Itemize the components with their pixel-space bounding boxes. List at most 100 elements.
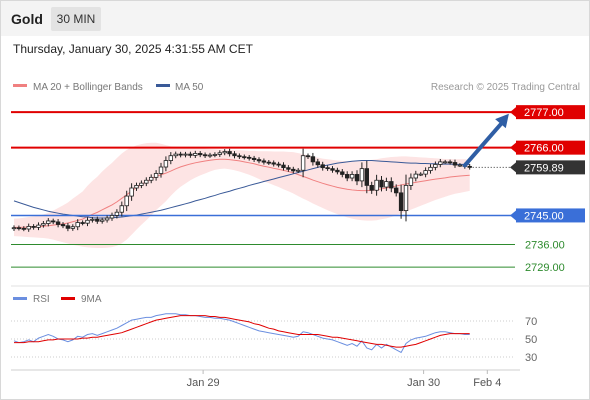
- x-tick-label: Jan 30: [407, 377, 440, 389]
- candle-down: [197, 153, 203, 156]
- candle-up: [100, 219, 105, 222]
- candle-up: [438, 161, 443, 165]
- candle-up: [104, 217, 110, 221]
- candle-down: [369, 185, 374, 191]
- candle-up: [153, 173, 159, 178]
- candle-up: [403, 185, 409, 211]
- candle-down: [51, 220, 56, 223]
- rsi-tick-label: 50: [525, 334, 537, 346]
- price-label-last: 2759.89: [524, 162, 564, 174]
- rsi-legend: RSI 9MA: [13, 294, 102, 305]
- candle-down: [21, 227, 26, 230]
- candle-down: [251, 157, 257, 160]
- price-label-box: [516, 208, 585, 223]
- candle-up: [144, 179, 149, 184]
- candle-up: [442, 161, 448, 164]
- candle-up: [295, 169, 301, 172]
- candle-down: [178, 153, 183, 156]
- price-label-pointer: [510, 142, 516, 153]
- candle-down: [379, 179, 384, 188]
- candlesticks: [11, 148, 472, 232]
- candle-up: [384, 181, 389, 188]
- target-arrow: [462, 113, 509, 168]
- candle-up: [457, 164, 463, 167]
- candle-up: [109, 215, 115, 219]
- price-levels: [11, 111, 515, 268]
- x-tick-label: Feb 4: [473, 377, 501, 389]
- price-label-target: 2729.00: [525, 262, 565, 274]
- price-label-box: [516, 160, 585, 175]
- candle-up: [41, 223, 46, 226]
- candle-down: [261, 160, 267, 163]
- x-axis: Jan 29 Jan 30 Feb 4: [187, 370, 501, 389]
- candle-up: [85, 219, 90, 224]
- candle-down: [95, 218, 100, 222]
- candle-down: [315, 161, 320, 166]
- bollinger-band-area: [14, 142, 470, 249]
- candle-down: [31, 226, 36, 228]
- candle-up: [349, 174, 355, 179]
- candle-up: [212, 154, 218, 156]
- moving-averages: [13, 160, 470, 219]
- candle-down: [344, 174, 350, 179]
- candle-down: [266, 161, 271, 164]
- timeframe-button[interactable]: 30 MIN: [51, 7, 101, 31]
- candle-down: [452, 162, 458, 166]
- candle-down: [16, 227, 22, 230]
- candle-down: [354, 174, 360, 182]
- candle-up: [173, 153, 178, 157]
- candle-up: [374, 179, 379, 191]
- candle-up: [300, 155, 306, 171]
- candle-up: [139, 182, 144, 186]
- ma20-swatch: [13, 84, 27, 87]
- candle-down: [246, 156, 252, 159]
- candle-down: [65, 225, 71, 229]
- price-label-resistance: 2766.00: [524, 143, 564, 155]
- candle-up: [408, 177, 414, 186]
- ma50-line: [13, 160, 470, 219]
- candle-up: [413, 173, 418, 179]
- x-tick-label: Jan 29: [187, 377, 220, 389]
- rsi-ma-swatch: [61, 297, 75, 300]
- price-label-box: [516, 140, 585, 155]
- candle-down: [242, 156, 247, 159]
- price-label-resistance: 2777.00: [524, 107, 564, 119]
- candle-down: [393, 187, 399, 194]
- candle-up: [36, 224, 41, 228]
- candle-up: [168, 155, 173, 161]
- candle-down: [325, 167, 330, 170]
- candle-down: [330, 168, 335, 171]
- candle-up: [423, 170, 428, 175]
- candle-down: [281, 164, 286, 169]
- candle-up: [46, 220, 51, 224]
- candle-down: [389, 181, 394, 189]
- rsi-tick-label: 70: [525, 316, 537, 328]
- candle-up: [75, 222, 80, 228]
- candle-up: [134, 185, 139, 189]
- price-label-box: [516, 105, 585, 120]
- instrument-name: Gold: [11, 11, 43, 27]
- candle-down: [320, 164, 325, 169]
- main-legend: MA 20 + Bollinger Bands MA 50 Research ©…: [13, 82, 580, 93]
- candle-up: [359, 168, 365, 182]
- price-label-pointer: [510, 210, 516, 221]
- candle-up: [26, 226, 31, 230]
- candle-up: [222, 151, 227, 154]
- candle-up: [148, 176, 154, 181]
- candle-down: [305, 155, 311, 158]
- arrow-shaft: [462, 119, 505, 168]
- candle-down: [237, 155, 242, 158]
- candle-up: [433, 164, 438, 168]
- candle-down: [232, 153, 237, 157]
- price-labels: 2777.00 2766.00 2759.89 2745.00 2736.00 2729.…: [510, 105, 585, 274]
- price-label-target: 2736.00: [525, 239, 565, 251]
- ma50-legend-label: MA 50: [175, 82, 204, 93]
- candle-down: [202, 154, 208, 157]
- candle-up: [90, 218, 95, 221]
- ma50-swatch: [156, 84, 170, 87]
- candle-down: [398, 192, 404, 211]
- candle-up: [114, 211, 120, 216]
- candle-up: [163, 160, 169, 168]
- candle-down: [60, 224, 66, 227]
